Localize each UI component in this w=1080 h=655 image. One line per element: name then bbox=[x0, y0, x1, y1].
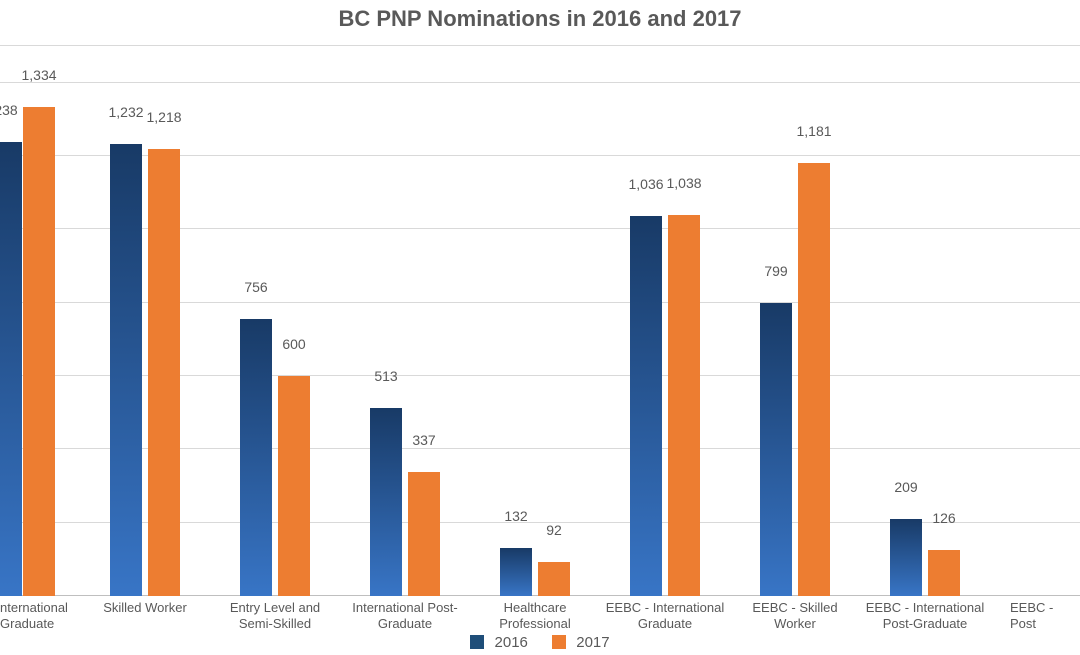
bar-2016-cat4 bbox=[500, 548, 532, 596]
bar-2017-cat0 bbox=[23, 107, 55, 596]
legend-item-2016: 2016 bbox=[470, 634, 528, 651]
bar-value-label: 1,218 bbox=[146, 109, 181, 129]
legend-label-2017: 2017 bbox=[576, 634, 609, 651]
bar-value-label: 513 bbox=[374, 368, 397, 388]
bar-2016-cat5 bbox=[630, 216, 662, 596]
gridline bbox=[0, 82, 1080, 83]
bar-value-label: 132 bbox=[504, 508, 527, 528]
bar-2016-cat3 bbox=[370, 408, 402, 596]
bar-value-label: 600 bbox=[282, 336, 305, 356]
chart-title: BC PNP Nominations in 2016 and 2017 bbox=[0, 6, 1080, 32]
legend: 2016 2017 bbox=[0, 634, 1080, 651]
bar-value-label: 799 bbox=[764, 263, 787, 283]
bar-2016-cat2 bbox=[240, 319, 272, 596]
chart-container: BC PNP Nominations in 2016 and 2017 2381… bbox=[0, 0, 1080, 655]
category-label: EEBC - International Post-Graduate bbox=[865, 600, 985, 633]
bar-value-label: 337 bbox=[412, 432, 435, 452]
category-label: Healthcare Professional bbox=[475, 600, 595, 633]
bar-value-label: 756 bbox=[244, 279, 267, 299]
bar-2016-cat7 bbox=[890, 519, 922, 596]
bar-2017-cat5 bbox=[668, 215, 700, 596]
bar-2016-cat1 bbox=[110, 144, 142, 596]
category-label: EEBC - International Graduate bbox=[605, 600, 725, 633]
legend-swatch-2017 bbox=[552, 635, 566, 649]
plot-area: 2381,334nternational Graduate1,2321,218S… bbox=[0, 45, 1080, 596]
category-label: Skilled Worker bbox=[85, 600, 205, 616]
bar-2017-cat1 bbox=[148, 149, 180, 596]
bar-2016-cat0 bbox=[0, 142, 22, 596]
bar-value-label: 1,038 bbox=[666, 175, 701, 195]
bar-2017-cat3 bbox=[408, 472, 440, 596]
bar-2017-cat2 bbox=[278, 376, 310, 596]
category-label: nternational Graduate bbox=[0, 600, 85, 633]
bar-value-label: 238 bbox=[0, 102, 18, 122]
bar-value-label: 126 bbox=[932, 510, 955, 530]
bar-2017-cat4 bbox=[538, 562, 570, 596]
bar-value-label: 92 bbox=[546, 522, 562, 542]
category-label: Entry Level and Semi-Skilled bbox=[215, 600, 335, 633]
bar-value-label: 1,334 bbox=[21, 67, 56, 87]
bar-2016-cat6 bbox=[760, 303, 792, 596]
bar-2017-cat7 bbox=[928, 550, 960, 596]
legend-label-2016: 2016 bbox=[495, 634, 528, 651]
legend-swatch-2016 bbox=[470, 635, 484, 649]
bar-value-label: 209 bbox=[894, 479, 917, 499]
bar-value-label: 1,181 bbox=[796, 123, 831, 143]
bar-2017-cat6 bbox=[798, 163, 830, 596]
category-label: EEBC - Post bbox=[1010, 600, 1080, 633]
legend-item-2017: 2017 bbox=[552, 634, 610, 651]
category-label: EEBC - Skilled Worker bbox=[735, 600, 855, 633]
bar-value-label: 1,232 bbox=[108, 104, 143, 124]
bar-value-label: 1,036 bbox=[628, 176, 663, 196]
category-label: International Post-Graduate bbox=[345, 600, 465, 633]
